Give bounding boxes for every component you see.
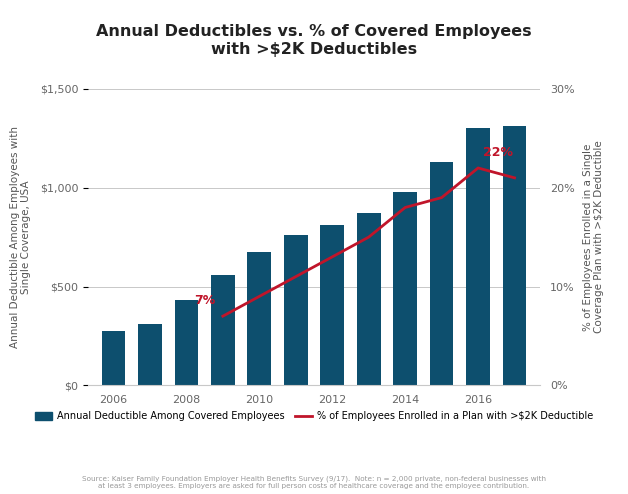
Bar	[175, 300, 198, 385]
Bar	[211, 275, 235, 385]
Y-axis label: Annual Deductible Among Employees with
Single Coverage, USA: Annual Deductible Among Employees with S…	[10, 126, 31, 348]
Text: Source: Kaiser Family Foundation Employer Health Benefits Survey (9/17).  Note: : Source: Kaiser Family Foundation Employe…	[82, 476, 546, 489]
Bar	[102, 331, 126, 385]
Bar	[357, 213, 381, 385]
Bar	[320, 225, 344, 385]
Bar	[430, 162, 453, 385]
Bar	[502, 126, 526, 385]
Bar	[393, 192, 417, 385]
Text: Annual Deductibles vs. % of Covered Employees
with >$2K Deductibles: Annual Deductibles vs. % of Covered Empl…	[96, 24, 532, 57]
Bar	[284, 235, 308, 385]
Legend: Annual Deductible Among Covered Employees, % of Employees Enrolled in a Plan wit: Annual Deductible Among Covered Employee…	[31, 408, 597, 425]
Bar	[138, 324, 162, 385]
Bar	[466, 128, 490, 385]
Y-axis label: % of Employees Enrolled in a Single
Coverage Plan with >$2K Deductible: % of Employees Enrolled in a Single Cove…	[583, 141, 605, 333]
Text: 7%: 7%	[194, 294, 215, 307]
Text: 22%: 22%	[483, 146, 513, 159]
Bar	[247, 252, 271, 385]
